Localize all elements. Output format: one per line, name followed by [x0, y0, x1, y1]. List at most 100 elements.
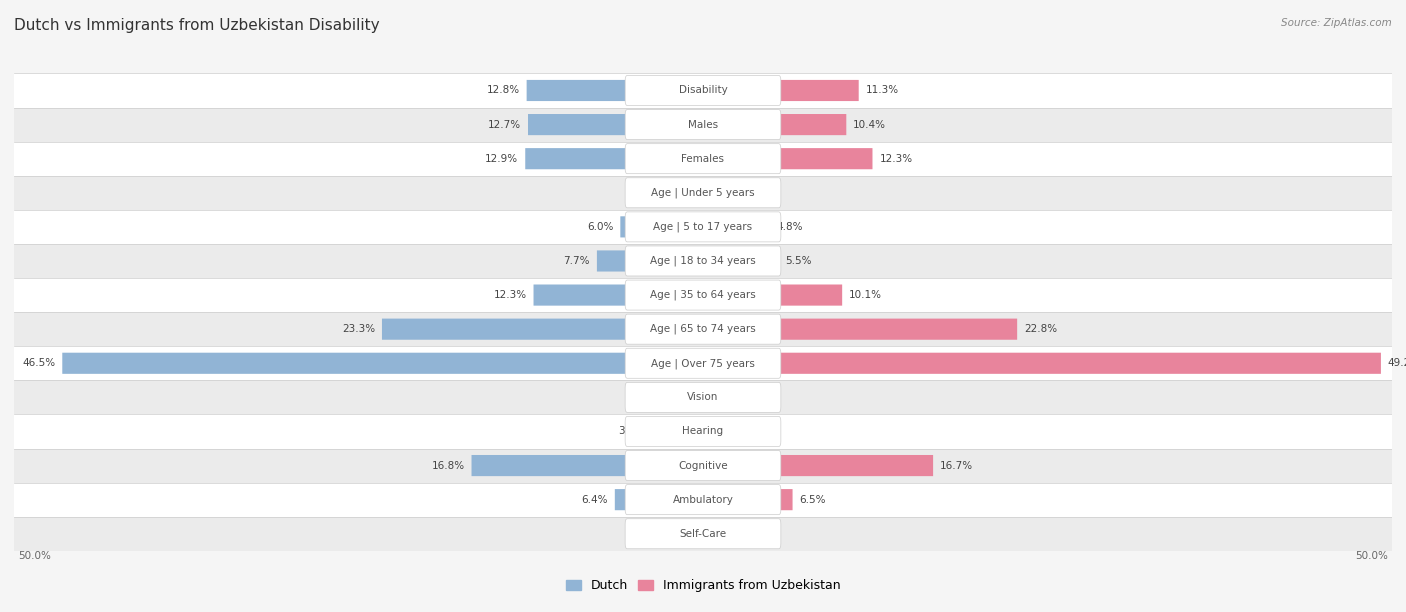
Text: 50.0%: 50.0%: [1355, 551, 1388, 561]
FancyBboxPatch shape: [626, 144, 780, 174]
Text: Age | 65 to 74 years: Age | 65 to 74 years: [650, 324, 756, 334]
FancyBboxPatch shape: [526, 148, 703, 170]
Bar: [14, 244, 1392, 278]
FancyBboxPatch shape: [533, 285, 703, 305]
FancyBboxPatch shape: [703, 387, 733, 408]
Text: Age | 5 to 17 years: Age | 5 to 17 years: [654, 222, 752, 232]
FancyBboxPatch shape: [626, 246, 780, 276]
Bar: [14, 380, 1392, 414]
Text: Vision: Vision: [688, 392, 718, 402]
FancyBboxPatch shape: [529, 114, 703, 135]
FancyBboxPatch shape: [626, 280, 780, 310]
Bar: [14, 278, 1392, 312]
Text: 5.5%: 5.5%: [786, 256, 813, 266]
Text: 2.2%: 2.2%: [640, 392, 666, 402]
FancyBboxPatch shape: [703, 250, 779, 272]
FancyBboxPatch shape: [703, 216, 769, 237]
FancyBboxPatch shape: [626, 485, 780, 515]
Text: 2.7%: 2.7%: [747, 427, 773, 436]
FancyBboxPatch shape: [626, 348, 780, 378]
FancyBboxPatch shape: [626, 314, 780, 344]
Bar: [14, 312, 1392, 346]
Text: Dutch vs Immigrants from Uzbekistan Disability: Dutch vs Immigrants from Uzbekistan Disa…: [14, 18, 380, 34]
Text: Disability: Disability: [679, 86, 727, 95]
FancyBboxPatch shape: [703, 523, 742, 544]
Text: 6.5%: 6.5%: [800, 494, 825, 505]
Text: 12.9%: 12.9%: [485, 154, 519, 163]
FancyBboxPatch shape: [626, 75, 780, 105]
Text: 2.4%: 2.4%: [637, 529, 664, 539]
Text: Source: ZipAtlas.com: Source: ZipAtlas.com: [1281, 18, 1392, 28]
FancyBboxPatch shape: [703, 285, 842, 305]
Bar: [14, 517, 1392, 551]
Text: 16.8%: 16.8%: [432, 461, 464, 471]
FancyBboxPatch shape: [703, 353, 1381, 374]
Text: 12.8%: 12.8%: [486, 86, 520, 95]
Bar: [14, 414, 1392, 449]
FancyBboxPatch shape: [598, 250, 703, 272]
Bar: [14, 483, 1392, 517]
FancyBboxPatch shape: [703, 114, 846, 135]
Text: Females: Females: [682, 154, 724, 163]
Text: 16.7%: 16.7%: [941, 461, 973, 471]
Text: 23.3%: 23.3%: [342, 324, 375, 334]
FancyBboxPatch shape: [626, 212, 780, 242]
FancyBboxPatch shape: [614, 489, 703, 510]
Text: 10.4%: 10.4%: [853, 119, 886, 130]
Text: 12.7%: 12.7%: [488, 119, 522, 130]
Bar: [14, 108, 1392, 141]
Text: Age | Under 5 years: Age | Under 5 years: [651, 187, 755, 198]
Bar: [14, 346, 1392, 380]
FancyBboxPatch shape: [626, 110, 780, 140]
FancyBboxPatch shape: [703, 455, 934, 476]
FancyBboxPatch shape: [669, 523, 703, 544]
Text: 7.7%: 7.7%: [564, 256, 591, 266]
FancyBboxPatch shape: [626, 177, 780, 208]
Text: 6.4%: 6.4%: [582, 494, 607, 505]
Bar: [14, 449, 1392, 483]
FancyBboxPatch shape: [527, 80, 703, 101]
Text: 6.0%: 6.0%: [588, 222, 613, 232]
FancyBboxPatch shape: [703, 489, 793, 510]
Text: 49.2%: 49.2%: [1388, 358, 1406, 368]
Text: Ambulatory: Ambulatory: [672, 494, 734, 505]
FancyBboxPatch shape: [626, 450, 780, 480]
Text: 2.1%: 2.1%: [738, 392, 765, 402]
Legend: Dutch, Immigrants from Uzbekistan: Dutch, Immigrants from Uzbekistan: [561, 574, 845, 597]
Text: 3.7%: 3.7%: [619, 427, 645, 436]
FancyBboxPatch shape: [626, 416, 780, 447]
Text: Hearing: Hearing: [682, 427, 724, 436]
FancyBboxPatch shape: [471, 455, 703, 476]
Text: 4.8%: 4.8%: [776, 222, 803, 232]
FancyBboxPatch shape: [62, 353, 703, 374]
Bar: [14, 210, 1392, 244]
Text: 1.7%: 1.7%: [647, 188, 672, 198]
Bar: [14, 141, 1392, 176]
FancyBboxPatch shape: [620, 216, 703, 237]
Text: Age | 18 to 34 years: Age | 18 to 34 years: [650, 256, 756, 266]
Text: 2.9%: 2.9%: [749, 529, 776, 539]
FancyBboxPatch shape: [672, 387, 703, 408]
FancyBboxPatch shape: [626, 519, 780, 549]
Text: 46.5%: 46.5%: [22, 358, 55, 368]
Bar: [14, 73, 1392, 108]
Bar: [14, 176, 1392, 210]
Text: 12.3%: 12.3%: [879, 154, 912, 163]
Text: 22.8%: 22.8%: [1024, 324, 1057, 334]
Text: 50.0%: 50.0%: [18, 551, 51, 561]
FancyBboxPatch shape: [626, 382, 780, 412]
Text: Males: Males: [688, 119, 718, 130]
FancyBboxPatch shape: [703, 80, 859, 101]
FancyBboxPatch shape: [679, 182, 703, 203]
FancyBboxPatch shape: [703, 319, 1017, 340]
Text: Age | 35 to 64 years: Age | 35 to 64 years: [650, 290, 756, 300]
Text: 11.3%: 11.3%: [866, 86, 898, 95]
Text: 10.1%: 10.1%: [849, 290, 882, 300]
FancyBboxPatch shape: [382, 319, 703, 340]
Text: Self-Care: Self-Care: [679, 529, 727, 539]
FancyBboxPatch shape: [703, 148, 873, 170]
Text: 12.3%: 12.3%: [494, 290, 527, 300]
Text: Age | Over 75 years: Age | Over 75 years: [651, 358, 755, 368]
Text: 0.85%: 0.85%: [721, 188, 755, 198]
Text: Cognitive: Cognitive: [678, 461, 728, 471]
